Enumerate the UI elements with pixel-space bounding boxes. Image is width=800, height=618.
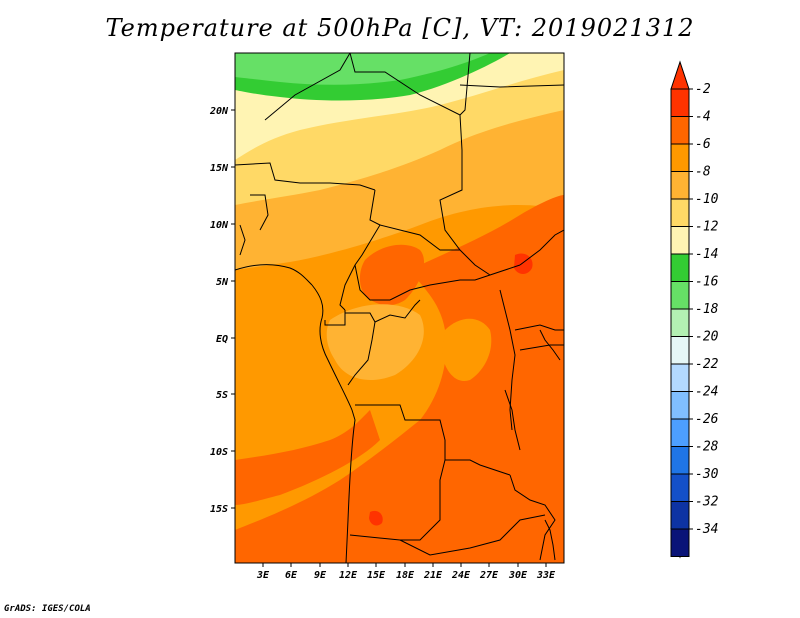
colorbar-top-arrow (670, 60, 690, 90)
colorbar-box-16 (670, 528, 690, 557)
border-rwanda (519, 344, 564, 351)
lon-label-33e: 33E (536, 570, 556, 581)
map-frame (234, 52, 565, 564)
lat-label-eq: EQ (216, 334, 228, 345)
latitude-axis: 20N 15N 10N 5N EQ 5S 10S 15S (209, 106, 235, 515)
temperature-field (235, 53, 564, 563)
colorbar-label-3: -8 (695, 165, 711, 180)
colorbar-label-7: -16 (695, 275, 719, 290)
colorbar-label-10: -22 (695, 357, 719, 372)
lon-label-9e: 9E (314, 570, 327, 581)
colorbar-label-16: -34 (695, 522, 718, 537)
lat-label-15s: 15S (210, 504, 228, 515)
colorbar-box-6 (670, 253, 690, 282)
lon-label-12e: 12E (339, 570, 358, 581)
country-boundaries (235, 53, 564, 563)
longitude-axis: 3E 6E 9E 12E 15E 18E 21E 24E 27E 30E 33E (256, 563, 556, 581)
border-car-drc (354, 264, 521, 301)
border-uganda-kenya (514, 324, 564, 331)
border-niger-nigeria (235, 162, 376, 191)
colorbar-box-12 (670, 418, 690, 447)
colorbar-label-0: -2 (695, 82, 711, 97)
colorbar-label-6: -14 (695, 247, 718, 262)
colorbar-label-15: -32 (695, 495, 719, 510)
border-sudan-ethiopia (519, 229, 564, 266)
colorbar-box-5 (670, 226, 690, 255)
lake-tanganyika-shore (504, 389, 521, 451)
colorbar-box-11 (670, 391, 690, 420)
colorbar-label-13: -28 (695, 440, 719, 455)
border-congo-drc (345, 312, 376, 386)
map-title: Temperature at 500hPa [C], VT: 201902131… (105, 14, 695, 42)
colorbar-box-1 (670, 116, 690, 145)
border-egypt-libya (459, 84, 564, 88)
border-algeria-niger (264, 53, 351, 121)
field-band-4-central (359, 244, 425, 306)
colorbar-box-3 (670, 171, 690, 200)
border-congo-car (374, 299, 421, 323)
colorbar-label-14: -30 (695, 467, 719, 482)
lake-victoria-shore (539, 329, 561, 361)
field-band-4-south (235, 410, 380, 505)
lat-label-15n: 15N (210, 163, 229, 174)
lon-label-27e: 27E (479, 570, 499, 581)
lat-label-5n: 5N (216, 277, 229, 288)
coastline-west-africa (311, 284, 356, 563)
lon-label-18e: 18E (396, 570, 415, 581)
field-band-16 (235, 53, 490, 85)
colorbar-box-15 (670, 501, 690, 530)
colorbar-box-8 (670, 308, 690, 337)
border-zambia-south (399, 514, 546, 556)
colorbar-box-2 (670, 143, 690, 172)
colorbar-box-9 (670, 336, 690, 365)
colorbar-label-2: -6 (695, 137, 711, 152)
lon-label-24e: 24E (451, 570, 471, 581)
coastline-guinea (235, 264, 313, 286)
lon-label-3e: 3E (256, 570, 270, 581)
field-patch-6 (442, 318, 492, 381)
lat-label-10s: 10S (210, 447, 228, 458)
border-eq-guinea (324, 310, 346, 326)
border-niger-libya (349, 53, 471, 116)
lake-malawi-shore (544, 519, 556, 561)
colorbar-label-8: -18 (695, 302, 719, 317)
colorbar-box-13 (670, 446, 690, 475)
field-patch-8-congo (326, 304, 424, 380)
colorbar-label-11: -24 (695, 385, 718, 400)
colorbar-label-1: -4 (695, 110, 711, 125)
border-west-small (239, 194, 269, 256)
colorbar-box-0 (670, 88, 690, 117)
border-angola-drc (355, 404, 511, 476)
colorbar-box-4 (670, 198, 690, 227)
colorbar-box-7 (670, 281, 690, 310)
border-nigeria-cameroon (339, 189, 381, 311)
border-zambia-east (509, 474, 556, 561)
border-chad-car (379, 224, 460, 251)
colorbar-box-14 (670, 473, 690, 502)
lon-label-15e: 15E (367, 570, 386, 581)
lon-label-30e: 30E (508, 570, 528, 581)
border-drc-east (499, 289, 516, 431)
colorbar-label-4: -10 (695, 192, 719, 207)
colorbar: -2 -4 -6 -8 -10 -12 -14 -16 -18 -20 -22 -24 -26 -28 -3… (670, 60, 719, 559)
colorbar-label-12: -26 (695, 412, 719, 427)
lat-label-10n: 10N (210, 220, 229, 231)
border-chad-sudan (439, 114, 491, 276)
lat-label-20n: 20N (209, 106, 229, 117)
colorbar-box-10 (670, 363, 690, 392)
lon-label-6e: 6E (285, 570, 298, 581)
colorbar-label-5: -12 (695, 220, 719, 235)
lon-label-21e: 21E (423, 570, 443, 581)
field-spot-2b (369, 510, 383, 526)
credit-label: GrADS: IGES/COLA (4, 604, 91, 614)
colorbar-label-9: -20 (695, 330, 719, 345)
lat-label-5s: 5S (216, 390, 228, 401)
border-angola-zambia (349, 459, 446, 541)
field-band-4-east (235, 195, 564, 563)
